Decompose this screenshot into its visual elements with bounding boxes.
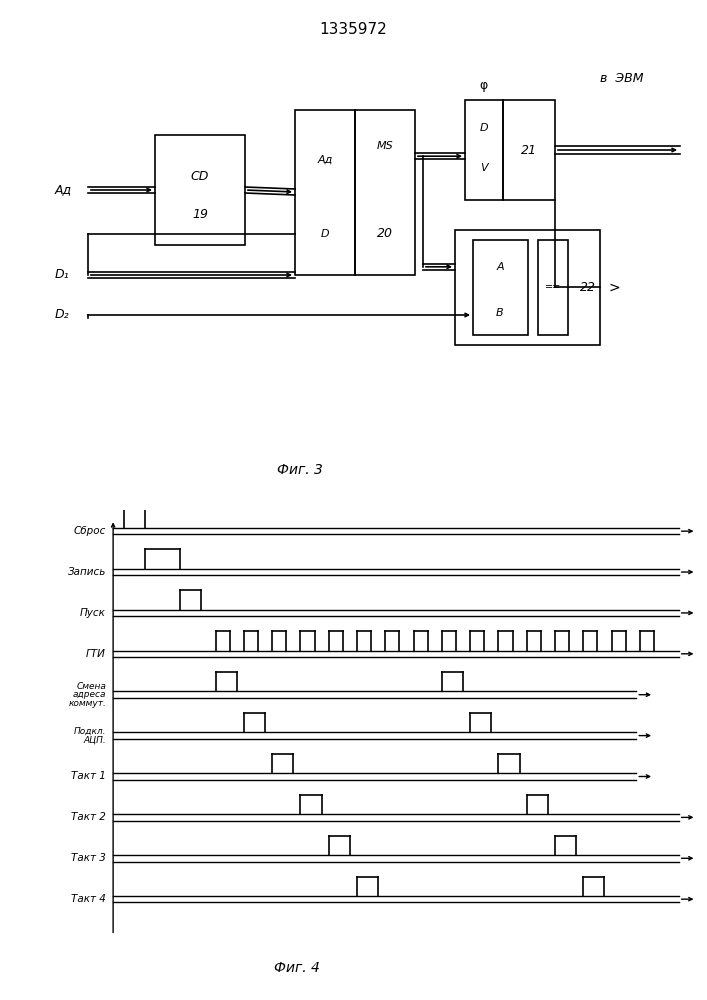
Text: адреса: адреса	[73, 690, 106, 699]
Text: ==: ==	[545, 282, 561, 292]
Text: Фиг. 4: Фиг. 4	[274, 961, 320, 975]
Text: Фиг. 3: Фиг. 3	[277, 463, 323, 477]
Text: ГТИ: ГТИ	[86, 649, 106, 659]
Text: CD: CD	[191, 170, 209, 183]
Text: Такт 4: Такт 4	[71, 894, 106, 904]
Text: 22: 22	[580, 281, 596, 294]
Text: D: D	[479, 123, 489, 133]
Text: Пуск: Пуск	[80, 608, 106, 618]
Text: 21: 21	[521, 143, 537, 156]
Text: D₂: D₂	[55, 308, 69, 322]
Text: Подкл.: Подкл.	[74, 727, 106, 736]
Bar	[538, 240, 568, 335]
Text: Смена: Смена	[76, 682, 106, 691]
Text: Такт 1: Такт 1	[71, 771, 106, 781]
Text: MS: MS	[377, 141, 393, 151]
Text: D₁: D₁	[55, 268, 69, 282]
Text: φ: φ	[480, 80, 488, 93]
Bar	[473, 240, 528, 335]
Text: V: V	[480, 163, 488, 173]
Text: 1335972: 1335972	[319, 22, 387, 37]
Text: D: D	[321, 229, 329, 239]
Text: 20: 20	[377, 227, 393, 240]
Bar	[355, 110, 415, 275]
Bar	[465, 100, 503, 200]
Text: Такт 2: Такт 2	[71, 812, 106, 822]
Bar	[455, 230, 600, 345]
Text: Запись: Запись	[68, 567, 106, 577]
Text: в  ЭВМ: в ЭВМ	[600, 72, 643, 85]
Text: B: B	[496, 308, 504, 318]
Text: Ад: Ад	[317, 154, 333, 164]
Text: Сброс: Сброс	[74, 526, 106, 536]
Text: 19: 19	[192, 208, 208, 221]
Text: коммут.: коммут.	[68, 699, 106, 708]
Text: >: >	[608, 280, 619, 294]
Text: Такт 3: Такт 3	[71, 853, 106, 863]
Bar	[503, 100, 555, 200]
Bar	[295, 110, 355, 275]
Bar	[155, 135, 245, 245]
Text: АЦП.: АЦП.	[83, 735, 106, 744]
Text: A: A	[496, 262, 504, 272]
Text: Ад: Ад	[55, 184, 72, 196]
